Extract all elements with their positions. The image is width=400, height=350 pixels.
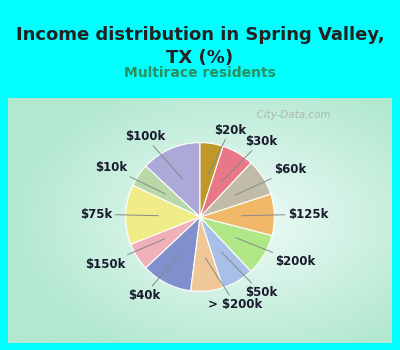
Text: $125k: $125k [242,208,328,221]
Text: Income distribution in Spring Valley,
TX (%): Income distribution in Spring Valley, TX… [16,27,384,66]
Wedge shape [146,143,200,217]
Text: $200k: $200k [236,238,316,268]
Wedge shape [146,217,200,291]
Wedge shape [200,163,271,217]
Text: $30k: $30k [222,135,277,182]
Wedge shape [126,186,200,244]
Text: $50k: $50k [222,252,277,299]
Wedge shape [200,217,272,271]
Text: $75k: $75k [80,208,158,221]
Wedge shape [200,217,251,288]
Wedge shape [191,217,223,292]
Wedge shape [133,166,200,217]
Text: $40k: $40k [128,253,181,302]
Wedge shape [200,143,223,217]
Text: > $200k: > $200k [205,258,262,311]
Text: $100k: $100k [125,130,183,180]
Text: Multirace residents: Multirace residents [124,66,276,80]
Text: City-Data.com: City-Data.com [250,110,330,120]
Wedge shape [200,194,274,236]
Text: $60k: $60k [235,163,306,195]
Text: $150k: $150k [86,239,165,271]
Wedge shape [200,146,251,217]
Text: $20k: $20k [207,124,246,176]
Text: $10k: $10k [95,161,166,194]
Wedge shape [131,217,200,268]
